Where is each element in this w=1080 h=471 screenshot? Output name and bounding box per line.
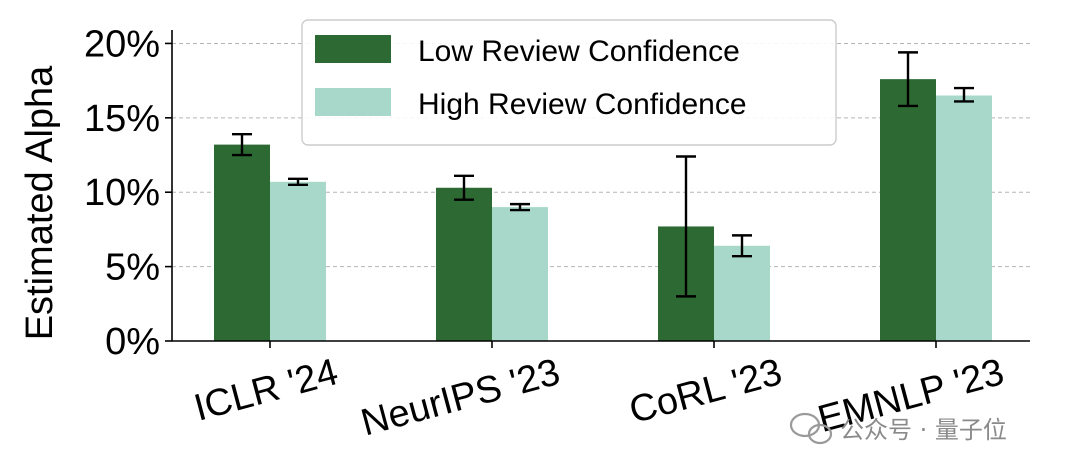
legend-box (301, 19, 837, 146)
legend-swatch-high-confidence (315, 88, 391, 116)
legend-label-high-confidence: High Review Confidence (418, 88, 747, 121)
bar-high-confidence (270, 181, 326, 341)
y-tick-label: 10% (84, 172, 160, 214)
bar-low-confidence (880, 79, 936, 342)
x-tick-label: ICLR '24 (190, 351, 343, 430)
y-axis-label: Estimated Alpha (19, 65, 61, 340)
x-tick-label: NeurIPS '23 (357, 351, 565, 444)
bar-high-confidence (492, 207, 548, 341)
bar-high-confidence (936, 95, 992, 341)
x-tick-label: CoRL '23 (625, 351, 786, 432)
y-ticks: 0% 5% 10% 15% 20% (84, 23, 172, 363)
legend-swatch-low-confidence (315, 35, 391, 63)
y-tick-label: 20% (84, 23, 160, 65)
bar-low-confidence (436, 187, 492, 341)
watermark: 公众号 · 量子位 (789, 412, 1007, 445)
legend-label-low-confidence: Low Review Confidence (418, 35, 740, 68)
axes (171, 30, 1030, 342)
watermark-text: 公众号 · 量子位 (840, 416, 1007, 444)
legend: Low Review Confidence High Review Confid… (301, 19, 837, 146)
y-tick-label: 15% (84, 98, 160, 140)
bar-high-confidence (714, 245, 770, 341)
wechat-icon (789, 412, 833, 445)
error-bars (232, 51, 974, 298)
y-tick-label: 0% (105, 321, 160, 363)
bar-low-confidence (214, 144, 270, 341)
y-tick-label: 5% (105, 247, 160, 289)
